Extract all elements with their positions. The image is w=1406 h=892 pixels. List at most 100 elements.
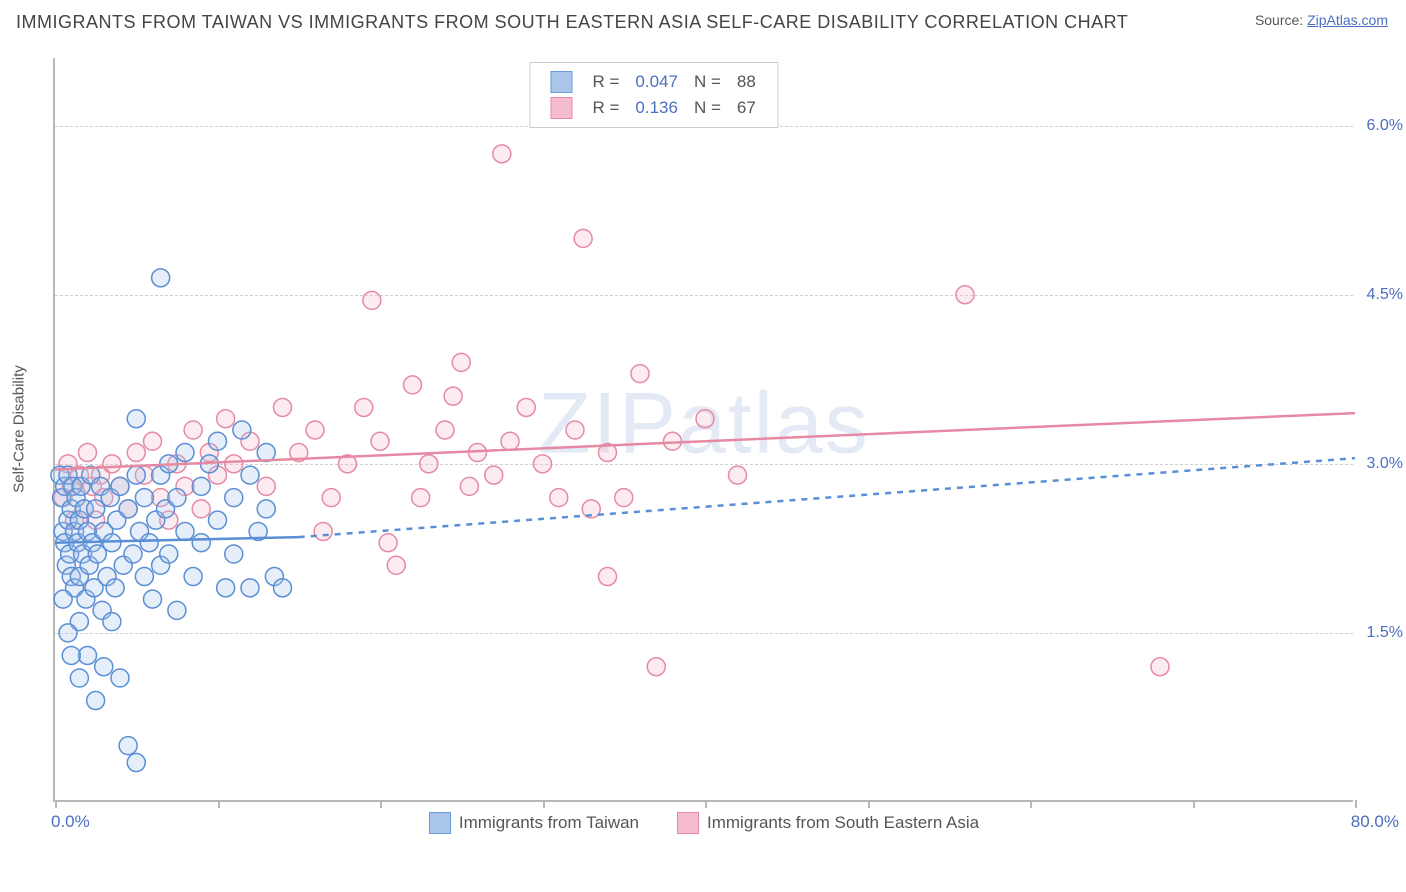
series-a-point [79,646,97,664]
series-a-point [54,590,72,608]
x-tick-mark [1193,800,1195,808]
series-b-point [322,489,340,507]
series-legend: Immigrants from Taiwan Immigrants from S… [55,812,1353,834]
series-a-point [192,477,210,495]
legend-row-a: R = 0.047 N = 88 [542,69,763,95]
source-link[interactable]: ZipAtlas.com [1307,12,1388,28]
swatch-a [550,71,572,93]
series-a-point [144,590,162,608]
series-a-point [62,646,80,664]
series-a-point [111,669,129,687]
series-b-point [485,466,503,484]
series-a-point [225,545,243,563]
series-a-point [209,432,227,450]
x-tick-mark [705,800,707,808]
series-a-point [152,269,170,287]
trend-line [299,458,1355,537]
series-a-point [124,545,142,563]
series-b-point [363,291,381,309]
series-a-point [184,568,202,586]
series-a-point [111,477,129,495]
legend-label-a: Immigrants from Taiwan [459,813,639,833]
series-b-point [103,455,121,473]
series-a-point [135,489,153,507]
series-a-point [127,466,145,484]
x-tick-mark [218,800,220,808]
series-b-point [387,556,405,574]
series-b-point [420,455,438,473]
series-a-point [168,489,186,507]
series-b-point [144,432,162,450]
series-b-point [404,376,422,394]
legend-label-b: Immigrants from South Eastern Asia [707,813,979,833]
y-tick-label: 3.0% [1367,455,1403,473]
series-a-point [106,579,124,597]
swatch-a-icon [429,812,451,834]
series-b-point [379,534,397,552]
series-b-point [534,455,552,473]
series-b-point [956,286,974,304]
series-b-point [184,421,202,439]
x-max-label: 80.0% [1351,812,1399,832]
series-b-point [217,410,235,428]
series-a-point [95,658,113,676]
series-a-point [87,692,105,710]
series-b-point [436,421,454,439]
series-b-point [647,658,665,676]
series-b-point [1151,658,1169,676]
scatter-svg [55,58,1353,800]
series-a-point [176,522,194,540]
series-a-point [168,601,186,619]
x-tick-mark [380,800,382,808]
correlation-legend: R = 0.047 N = 88 R = 0.136 N = 67 [529,62,778,128]
series-a-point [135,568,153,586]
series-a-point [225,489,243,507]
x-tick-mark [1355,800,1357,808]
series-a-point [119,737,137,755]
x-tick-mark [1030,800,1032,808]
series-b-point [460,477,478,495]
series-b-point [501,432,519,450]
series-b-point [79,444,97,462]
series-b-point [371,432,389,450]
series-a-point [103,613,121,631]
x-tick-mark [868,800,870,808]
series-b-point [599,568,617,586]
series-b-point [566,421,584,439]
legend-row-b: R = 0.136 N = 67 [542,95,763,121]
chart-title: IMMIGRANTS FROM TAIWAN VS IMMIGRANTS FRO… [16,12,1128,33]
y-tick-label: 4.5% [1367,286,1403,304]
series-a-point [160,545,178,563]
series-b-point [306,421,324,439]
series-a-point [127,754,145,772]
series-b-point [274,398,292,416]
series-b-point [574,229,592,247]
series-a-point [119,500,137,518]
series-b-point [257,477,275,495]
series-a-point [192,534,210,552]
series-b-point [225,455,243,473]
source-label: Source: ZipAtlas.com [1255,12,1388,28]
series-b-point [444,387,462,405]
series-a-point [209,511,227,529]
series-b-point [729,466,747,484]
series-b-point [493,145,511,163]
series-a-point [176,444,194,462]
series-a-point [274,579,292,597]
x-tick-mark [55,800,57,808]
series-a-point [127,410,145,428]
series-b-point [127,444,145,462]
y-tick-label: 1.5% [1367,624,1403,642]
legend-item-b: Immigrants from South Eastern Asia [677,812,979,834]
y-tick-label: 6.0% [1367,117,1403,135]
series-b-point [314,522,332,540]
series-a-point [233,421,251,439]
series-a-point [241,579,259,597]
y-axis-label: Self-Care Disability [11,365,28,493]
series-b-point [192,500,210,518]
series-b-point [452,353,470,371]
plot-area: 1.5%3.0%4.5%6.0% Self-Care Disability ZI… [53,58,1353,802]
series-a-point [217,579,235,597]
series-a-point [70,669,88,687]
swatch-b-icon [677,812,699,834]
